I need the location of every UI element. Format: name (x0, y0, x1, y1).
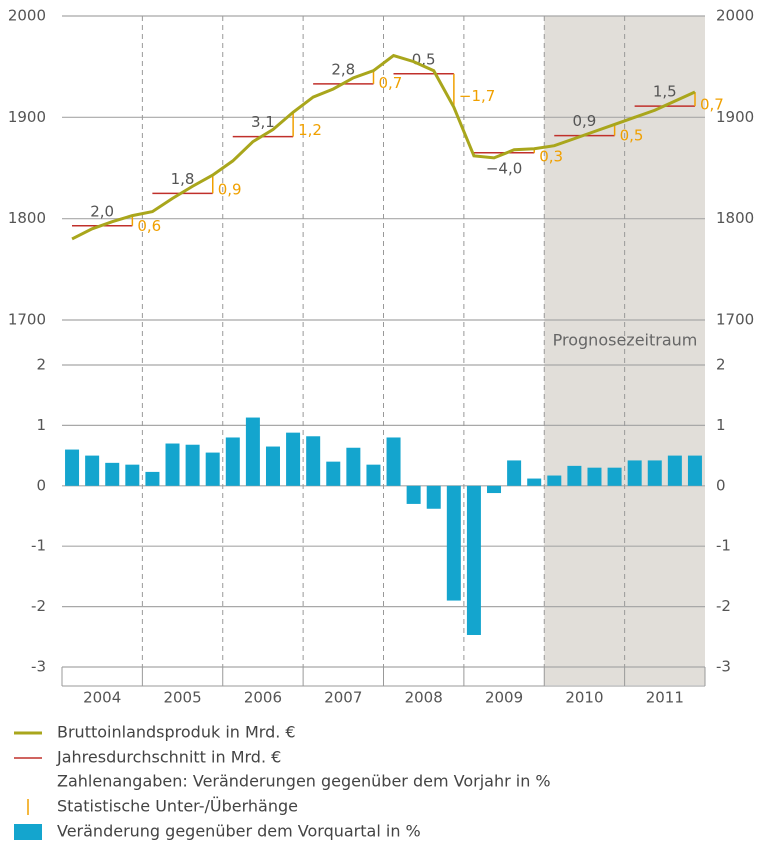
bar (286, 432, 301, 486)
overhang-label: 0,7 (700, 96, 724, 114)
x-tick-label: 2009 (485, 689, 523, 707)
bar (386, 437, 401, 486)
annotation: Prognosezeitraum (553, 331, 698, 350)
overhang-label: 0,6 (137, 217, 161, 235)
bar (326, 461, 341, 486)
x-tick-label: 2007 (324, 689, 362, 707)
overhang-label: 0,7 (379, 74, 403, 92)
bar (466, 485, 481, 635)
bar (125, 464, 140, 486)
bar (205, 452, 220, 486)
overhang-label: 1,2 (298, 121, 322, 139)
annual-change-label: 1,8 (171, 170, 195, 188)
bar (426, 485, 441, 509)
y-tick-label: 1900 (8, 108, 46, 126)
overhang-label: −1,7 (459, 87, 495, 105)
bar (65, 449, 80, 486)
annual-change-label: 3,1 (251, 113, 275, 131)
y2-tick-label: 0 (716, 476, 726, 494)
bar (507, 460, 522, 486)
y-tick-label: -2 (31, 597, 46, 615)
annual-change-label: −4,0 (486, 159, 522, 177)
bar (105, 462, 120, 486)
y-tick-label: 2 (36, 356, 46, 374)
annual-change-label: 1,5 (653, 83, 677, 101)
x-tick-label: 2010 (565, 689, 603, 707)
overhang-label: 0,3 (539, 147, 563, 165)
bar (527, 478, 542, 486)
bar (225, 437, 240, 486)
y2-tick-label: 1 (716, 416, 726, 434)
annual-change-label: 2,0 (90, 202, 114, 220)
bar (667, 455, 682, 486)
y-tick-label: 0 (36, 476, 46, 494)
legend-label: Bruttoinlandsproduk in Mrd. € (57, 723, 296, 742)
y2-tick-label: 1700 (716, 311, 754, 329)
overhang-label: 0,5 (620, 127, 644, 145)
bar (165, 443, 180, 486)
y-tick-label: 1700 (8, 311, 46, 329)
bar (567, 465, 582, 486)
bar (185, 444, 200, 486)
annual-change-label: 0,9 (573, 112, 597, 130)
y-tick-label: -3 (31, 658, 46, 676)
bar (587, 467, 602, 486)
overhang-label: 0,9 (218, 181, 242, 199)
bar (145, 471, 160, 486)
bar (627, 460, 642, 486)
annual-change-label: 2,8 (331, 60, 355, 78)
bar (607, 467, 622, 486)
y-tick-label: -1 (31, 537, 46, 555)
y2-tick-label: 1800 (716, 209, 754, 227)
x-tick-label: 2011 (646, 689, 684, 707)
x-tick-label: 2008 (405, 689, 443, 707)
bar (446, 485, 461, 601)
bar (406, 485, 421, 504)
gdp-line (71, 53, 696, 241)
legend-label: Statistische Unter-/Überhänge (57, 797, 298, 816)
y2-tick-label: 2 (716, 356, 726, 374)
legend-label: Jahresdurchschnitt in Mrd. € (56, 748, 281, 767)
bar (346, 447, 361, 486)
y2-tick-label: -3 (716, 658, 731, 676)
bar (306, 436, 321, 486)
bar (687, 455, 702, 486)
bar (265, 446, 280, 486)
legend-note: Zahlenangaben: Veränderungen gegenüber d… (57, 772, 551, 791)
bar (85, 455, 100, 486)
bar (647, 460, 662, 486)
y-tick-label: 1 (36, 416, 46, 434)
y2-tick-label: 2000 (716, 7, 754, 25)
x-tick-label: 2004 (83, 689, 121, 707)
bar (487, 485, 502, 494)
y2-tick-label: -2 (716, 597, 731, 615)
bar (366, 464, 381, 486)
y2-tick-label: -1 (716, 537, 731, 555)
x-tick-label: 2006 (244, 689, 282, 707)
x-tick-label: 2005 (163, 689, 201, 707)
y-tick-label: 1800 (8, 209, 46, 227)
bar (547, 475, 562, 486)
legend-symbol (14, 824, 42, 840)
y-tick-label: 2000 (8, 7, 46, 25)
legend-label: Veränderung gegenüber dem Vorquartal in … (57, 822, 421, 841)
y2-tick-label: 1900 (716, 108, 754, 126)
bar (245, 417, 260, 486)
